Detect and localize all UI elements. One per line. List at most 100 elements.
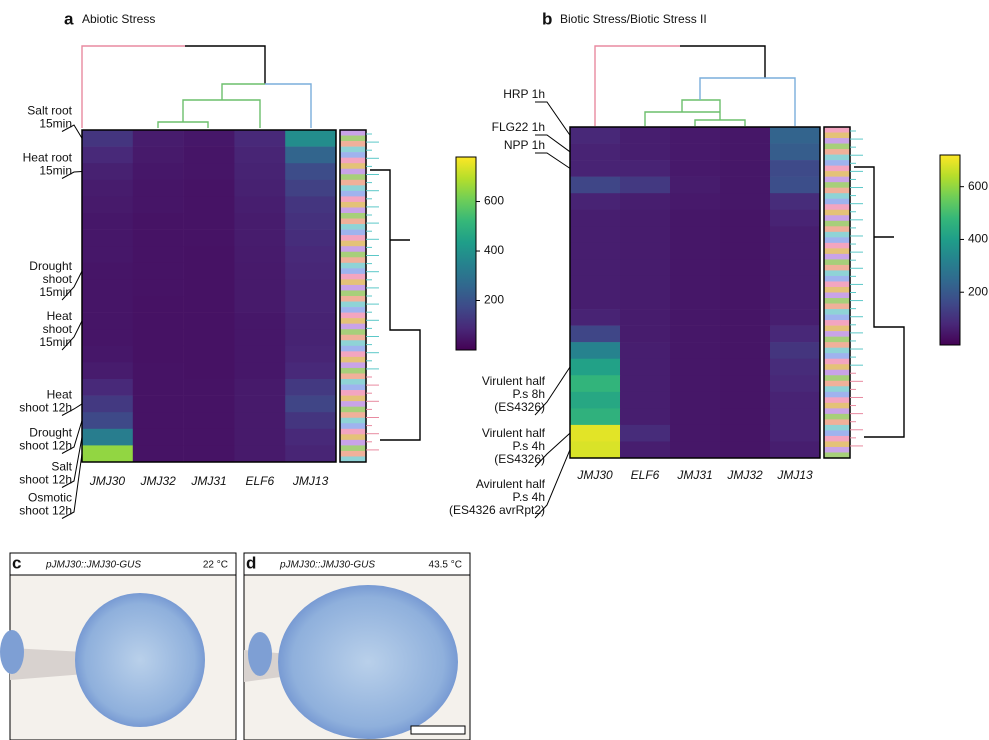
heatmap-cell	[82, 230, 133, 247]
construct: pJMJ30::JMJ30-GUS	[279, 560, 375, 571]
row-strip	[824, 204, 850, 210]
row-strip	[340, 451, 366, 457]
row-strip	[824, 447, 850, 453]
heatmap-cell	[770, 441, 820, 458]
heatmap-cell	[234, 329, 285, 346]
row-strip	[824, 166, 850, 172]
heatmap-cell	[82, 147, 133, 164]
row-strip	[824, 215, 850, 221]
heatmap-cell	[670, 408, 720, 425]
column-label: JMJ32	[140, 474, 177, 488]
heatmap-cell	[670, 276, 720, 293]
heatmap-cell	[133, 279, 184, 296]
row-strip	[824, 226, 850, 232]
row-strip	[824, 364, 850, 370]
row-strip	[340, 279, 366, 285]
heatmap-cell	[285, 213, 336, 230]
row-label: NPP 1h	[504, 138, 545, 152]
heatmap-cell	[620, 226, 670, 243]
heatmap-cell	[184, 329, 235, 346]
heatmap-cell	[285, 362, 336, 379]
heatmap-cell	[285, 412, 336, 429]
heatmap-cell	[184, 429, 235, 446]
heatmap-cell	[770, 408, 820, 425]
heatmap-cell	[720, 177, 770, 194]
heatmap-cell	[234, 362, 285, 379]
row-strip	[824, 342, 850, 348]
heatmap-cell	[770, 144, 820, 161]
row-strip	[824, 182, 850, 188]
row-strip	[824, 392, 850, 398]
heatmap-cell	[133, 429, 184, 446]
row-strip	[824, 397, 850, 403]
row-strip	[824, 304, 850, 310]
heatmap-cell	[133, 313, 184, 330]
row-strip	[340, 202, 366, 208]
heatmap-cell	[720, 144, 770, 161]
temperature: 43.5 °C	[429, 560, 462, 571]
row-strip	[340, 158, 366, 164]
heatmap-cell	[184, 412, 235, 429]
row-label: FLG22 1h	[492, 120, 545, 134]
heatmap-cell	[670, 210, 720, 227]
row-strip	[340, 351, 366, 357]
heatmap-cell	[234, 196, 285, 213]
heatmap-cell	[770, 359, 820, 376]
heatmap-cell	[720, 193, 770, 210]
row-strip	[824, 425, 850, 431]
row-strip	[340, 163, 366, 169]
heatmap-cell	[234, 163, 285, 180]
heatmap-cell	[770, 226, 820, 243]
row-strip	[340, 318, 366, 324]
row-strip	[340, 412, 366, 418]
row-strip	[340, 445, 366, 451]
heatmap-cell	[234, 230, 285, 247]
heatmap-cell	[234, 429, 285, 446]
heatmap-cell	[720, 160, 770, 177]
heatmap-cell	[184, 230, 235, 247]
column-dendrogram	[82, 46, 795, 128]
heatmap-cell	[184, 246, 235, 263]
row-strip	[824, 375, 850, 381]
heatmap-cell	[285, 329, 336, 346]
row-strip	[824, 199, 850, 205]
row-strip	[824, 414, 850, 420]
row-strip	[340, 440, 366, 446]
heatmap-cell	[620, 425, 670, 442]
row-strip	[340, 340, 366, 346]
row-strip	[340, 180, 366, 186]
heatmap-cell	[82, 445, 133, 462]
row-strip	[824, 386, 850, 392]
panel-letter: d	[246, 553, 256, 572]
row-strip	[340, 136, 366, 142]
heatmap-cell	[570, 392, 620, 409]
heatmap-cell	[234, 296, 285, 313]
heatmap-cell	[720, 293, 770, 310]
colorbar-tick-label: 200	[484, 293, 504, 307]
heatmap-cell	[184, 130, 235, 147]
heatmap-cell	[184, 346, 235, 363]
column-label: JMJ30	[576, 468, 613, 482]
heatmap-cell	[570, 293, 620, 310]
colorbar	[940, 155, 960, 345]
row-strip	[340, 423, 366, 429]
heatmap-cell	[670, 226, 720, 243]
column-label: JMJ13	[292, 474, 329, 488]
heatmap-cell	[184, 279, 235, 296]
row-strip	[824, 287, 850, 293]
row-strip	[340, 285, 366, 291]
heatmap-cell	[670, 359, 720, 376]
heatmap-cell	[570, 359, 620, 376]
heatmap-cell	[285, 379, 336, 396]
row-strip	[824, 237, 850, 243]
row-label: Heat root15min	[23, 151, 73, 178]
row-strip	[340, 274, 366, 280]
row-strip	[340, 396, 366, 402]
scale-bar	[411, 726, 465, 734]
row-strip	[340, 373, 366, 379]
heatmap-cell	[184, 396, 235, 413]
heatmap-cell	[82, 313, 133, 330]
heatmap-cell	[670, 177, 720, 194]
heatmap-cell	[720, 342, 770, 359]
